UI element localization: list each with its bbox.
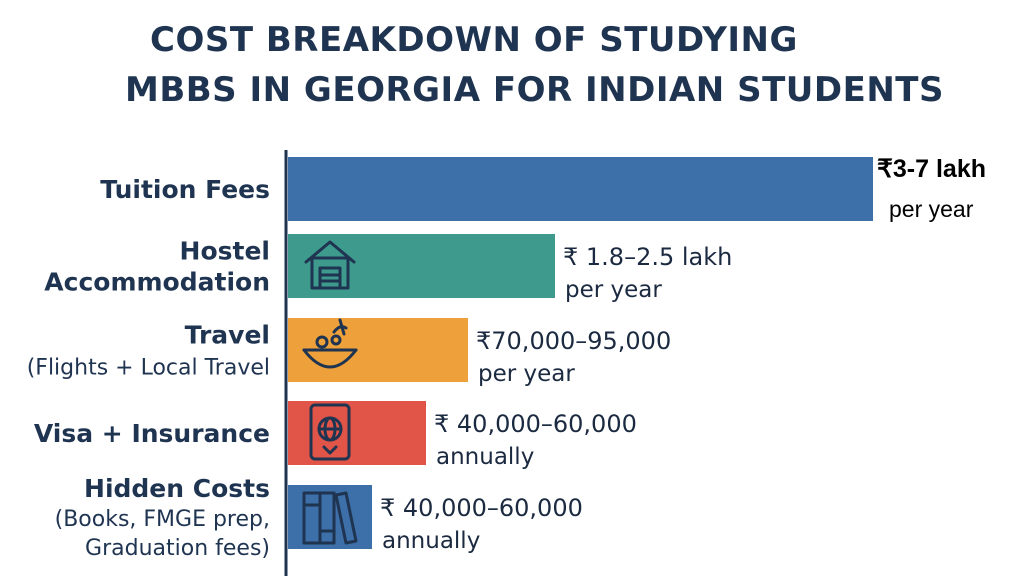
value-label-tuition: ₹3-7 lakh [877, 155, 986, 183]
value-period-visa: annually [436, 444, 534, 470]
value-label-hidden: ₹ 40,000–60,000 [380, 494, 583, 522]
category-label-hidden-0: Hidden Costs [84, 474, 270, 503]
value-period-hidden: annually [382, 528, 480, 554]
value-period-travel: per year [478, 361, 575, 387]
food-bowl-icon [302, 318, 358, 369]
category-label-hostel-1: Accommodation [44, 268, 270, 297]
value-period-hostel: per year [565, 277, 662, 303]
value-period-tuition: per year [889, 196, 974, 222]
value-label-hostel: ₹ 1.8–2.5 lakh [563, 243, 732, 271]
chart-title-line-2: MBBS IN GEORGIA FOR INDIAN STUDENTS [125, 70, 944, 110]
chart-title-line-1: COST BREAKDOWN OF STUDYING [150, 20, 798, 60]
category-label-visa-0: Visa + Insurance [34, 419, 270, 448]
category-label-travel-1: (Flights + Local Travel [27, 356, 270, 381]
bar-hidden [288, 485, 372, 549]
bar-tuition [288, 157, 873, 221]
category-label-hidden-2: Graduation fees) [85, 536, 270, 561]
bar-visa [288, 401, 426, 465]
bars-layer: Tuition Fees ₹3-7 lakh per year HostelAccom… [27, 155, 986, 561]
value-label-visa: ₹ 40,000–60,000 [434, 410, 637, 438]
house-icon [304, 240, 356, 290]
books-icon [302, 491, 358, 545]
passport-icon [309, 403, 351, 461]
value-label-travel: ₹70,000–95,000 [476, 327, 671, 355]
category-label-travel-0: Travel [185, 321, 270, 350]
category-label-hostel-0: Hostel [180, 237, 270, 266]
category-label-tuition-0: Tuition Fees [100, 175, 270, 204]
category-label-hidden-1: (Books, FMGE prep, [55, 507, 270, 532]
